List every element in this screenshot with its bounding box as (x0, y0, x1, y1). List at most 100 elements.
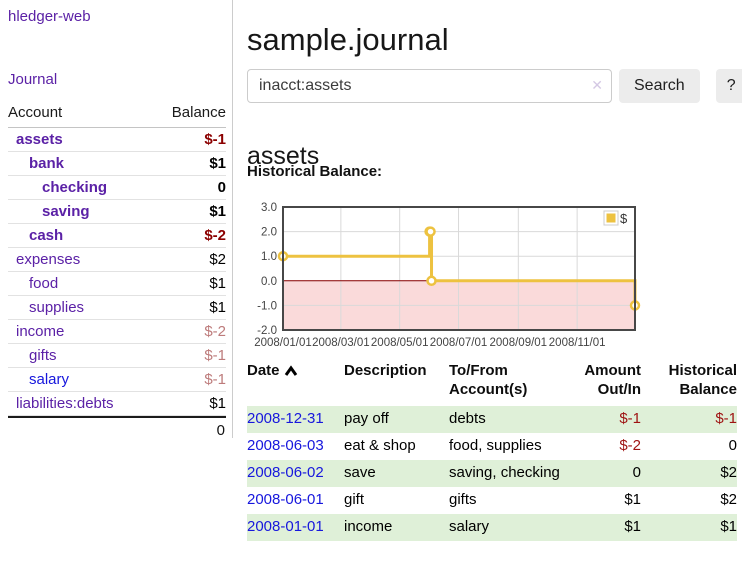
register-column-header: Amount Out/In (584, 362, 641, 398)
account-balance: $-1 (204, 347, 226, 364)
register-row: 2008-12-31 pay off debts $-1 $-1 (247, 406, 737, 433)
x-axis-tick-label: 2008/07/01 (430, 337, 488, 349)
transaction-date-link[interactable]: 2008-06-01 (247, 491, 324, 508)
plot-border (282, 206, 636, 331)
account-row: income $-2 (8, 320, 226, 344)
account-row: checking 0 (8, 176, 226, 200)
x-axis-tick-label: 2008/05/01 (371, 337, 429, 349)
account-row: cash $-2 (8, 224, 226, 248)
legend-swatch (606, 213, 616, 223)
app-brand-link[interactable]: hledger-web (8, 8, 91, 25)
register-date-cell: 2008-06-03 (247, 433, 344, 460)
account-row: expenses $2 (8, 248, 226, 272)
x-axis-tick-label: 2008/03/01 (312, 337, 370, 349)
account-link[interactable]: cash (29, 227, 64, 244)
register-column-header: Historical Balance (668, 362, 737, 398)
register-row: 2008-06-03 eat & shop food, supplies $-2 0 (247, 433, 737, 460)
register-date-cell: 2008-06-02 (247, 460, 344, 487)
account-balance: $-1 (204, 371, 226, 388)
account-link[interactable]: salary (29, 371, 70, 388)
register-row: 2008-06-02 save saving, checking 0 $2 (247, 460, 737, 487)
register-date-cell: 2008-06-01 (247, 487, 344, 514)
accounts-table-body: assets $-1 bank $1 checking 0 saving $1 cash $-2 e… (8, 128, 226, 416)
account-link[interactable]: liabilities:debts (16, 395, 114, 412)
register-column-header[interactable]: Date (247, 359, 344, 406)
help-button[interactable]: ? (715, 69, 742, 103)
account-link[interactable]: gifts (29, 347, 57, 364)
account-link[interactable]: income (16, 323, 65, 340)
account-balance: $1 (209, 203, 226, 220)
account-link[interactable]: saving (42, 203, 90, 220)
transaction-date-link[interactable]: 2008-12-31 (247, 410, 324, 427)
chart-title: Historical Balance: (247, 163, 383, 180)
y-axis-tick-label: 0.0 (261, 276, 277, 288)
accounts-table: Account Balance assets $-1 bank $1 checking 0… (8, 102, 226, 443)
register-description-cell: save (344, 464, 376, 481)
search-input[interactable] (247, 69, 612, 103)
search-bar: ✕ Search ? (247, 69, 742, 103)
legend-label: $ (620, 211, 628, 226)
transaction-date-link[interactable]: 2008-06-02 (247, 464, 324, 481)
account-link[interactable]: food (29, 275, 59, 292)
x-axis-tick-label: 2008/01/01 (254, 337, 312, 349)
register-description-cell: gift (344, 491, 365, 508)
search-button[interactable]: Search (619, 69, 700, 103)
register-accounts-cell: debts (449, 410, 486, 427)
sidebar-item-journal[interactable]: Journal (8, 71, 58, 88)
register-balance-cell: $-1 (715, 410, 737, 427)
account-balance: 0 (217, 179, 226, 196)
y-axis-tick-label: 1.0 (261, 251, 277, 263)
register-column-header: Description (344, 362, 427, 379)
register-accounts-cell: gifts (449, 491, 477, 508)
account-link[interactable]: expenses (16, 251, 81, 268)
register-row: 2008-01-01 income salary $1 $1 (247, 514, 737, 541)
account-row: bank $1 (8, 152, 226, 176)
account-balance: $1 (209, 299, 226, 316)
register-description-cell: income (344, 518, 393, 535)
data-point-marker (426, 275, 437, 287)
account-row: gifts $-1 (8, 344, 226, 368)
register-amount-cell: $-2 (619, 437, 641, 454)
clear-search-icon[interactable]: ✕ (591, 77, 603, 93)
transaction-date-link[interactable]: 2008-01-01 (247, 518, 324, 535)
account-balance: $1 (209, 395, 226, 412)
accounts-header-balance: Balance (171, 104, 226, 121)
account-link[interactable]: supplies (29, 299, 85, 316)
account-balance: $1 (209, 155, 226, 172)
register-date-cell: 2008-12-31 (247, 406, 344, 433)
account-link[interactable]: bank (29, 155, 65, 172)
register-table: Date Description To/From Account(s) Amount Ou… (247, 359, 737, 541)
y-axis-tick-label: 3.0 (261, 202, 277, 214)
transaction-date-link[interactable]: 2008-06-03 (247, 437, 324, 454)
register-accounts-cell: salary (449, 518, 490, 535)
register-table-body: 2008-12-31 pay off debts $-1 $-1 2008-06-03 ea… (247, 406, 737, 541)
account-row: assets $-1 (8, 128, 226, 152)
y-axis-tick-label: 2.0 (261, 227, 277, 239)
account-balance: $2 (209, 251, 226, 268)
accounts-table-header: Account Balance (8, 102, 226, 128)
register-amount-cell: $1 (624, 491, 641, 508)
register-amount-cell: $-1 (619, 410, 641, 427)
account-balance: $-1 (204, 131, 226, 148)
account-heading: assets (247, 141, 320, 170)
account-link[interactable]: assets (16, 131, 63, 148)
x-axis-tick-label: 2008/09/01 (490, 337, 548, 349)
register-description-cell: eat & shop (344, 437, 416, 454)
account-row: food $1 (8, 272, 226, 296)
register-accounts-cell: saving, checking (449, 464, 560, 481)
account-balance: $-2 (204, 323, 226, 340)
account-balance: $1 (209, 275, 226, 292)
account-link[interactable]: checking (42, 179, 108, 196)
register-balance-cell: 0 (728, 437, 737, 454)
x-axis-tick-label: 2008/11/01 (549, 337, 606, 349)
register-description-cell: pay off (344, 410, 389, 427)
register-column-header: To/From Account(s) (449, 362, 528, 398)
account-row: liabilities:debts $1 (8, 392, 226, 416)
y-axis-tick-label: -2.0 (257, 325, 277, 337)
accounts-total-value: 0 (216, 422, 225, 439)
register-header-row: Date Description To/From Account(s) Amount Ou… (247, 359, 737, 406)
data-point-marker (425, 226, 436, 237)
accounts-header-account: Account (8, 104, 63, 121)
register-date-cell: 2008-01-01 (247, 514, 344, 541)
